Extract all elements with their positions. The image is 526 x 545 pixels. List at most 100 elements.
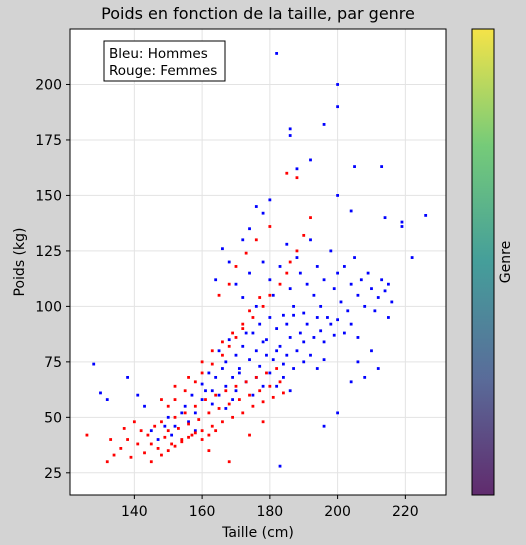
data-point [200, 371, 204, 375]
data-point [122, 427, 126, 430]
data-point [376, 296, 380, 299]
data-point [312, 293, 316, 297]
data-point [180, 440, 184, 444]
data-point [285, 353, 289, 357]
data-point [380, 278, 384, 282]
data-point [261, 260, 265, 264]
annotation-box [103, 40, 226, 82]
data-point [282, 362, 285, 366]
data-point [298, 271, 302, 275]
data-point [227, 260, 231, 264]
data-point [265, 353, 268, 357]
data-point [136, 393, 140, 397]
data-point [349, 380, 353, 384]
data-point [231, 415, 234, 419]
data-point [227, 344, 231, 348]
data-point [336, 105, 340, 109]
data-point [217, 349, 221, 353]
data-point [105, 460, 109, 464]
data-point [285, 171, 289, 175]
data-point [241, 238, 245, 242]
data-point [254, 238, 258, 242]
data-point [193, 404, 197, 408]
data-point [251, 331, 255, 335]
data-point [322, 424, 326, 428]
data-point [210, 424, 214, 428]
data-point [254, 349, 258, 353]
data-point [231, 331, 234, 335]
data-point [176, 427, 180, 430]
data-point [241, 296, 245, 299]
data-point [268, 293, 272, 297]
data-point [187, 422, 190, 426]
data-point [170, 442, 174, 446]
data-point [295, 256, 299, 259]
data-point [254, 304, 258, 308]
data-point [309, 238, 312, 242]
x-tick-label: 180 [256, 504, 283, 520]
data-point [282, 313, 285, 317]
data-point [160, 398, 163, 401]
data-point [292, 313, 295, 317]
data-point [166, 449, 170, 453]
data-point [170, 433, 174, 437]
data-point [173, 384, 177, 388]
data-point [210, 349, 214, 353]
data-point [336, 83, 340, 86]
data-point [248, 393, 251, 397]
data-point [244, 331, 248, 335]
data-point [295, 176, 299, 180]
data-point [380, 165, 384, 168]
data-point [376, 367, 380, 370]
data-point [261, 340, 265, 344]
data-point [383, 216, 387, 220]
data-point [295, 167, 299, 171]
data-point [302, 311, 306, 315]
data-point [332, 287, 336, 291]
data-point [363, 304, 367, 308]
data-point [237, 398, 241, 401]
data-point [149, 442, 153, 446]
series-femmes [85, 171, 312, 464]
data-point [302, 360, 306, 364]
data-point [214, 278, 218, 282]
data-point [166, 415, 170, 419]
data-point [244, 380, 248, 384]
data-point [278, 464, 282, 468]
data-point [241, 327, 245, 330]
data-point [126, 375, 129, 379]
data-point [400, 220, 404, 224]
data-point [268, 316, 272, 319]
y-tick-label: 50 [44, 410, 62, 426]
data-point [359, 278, 363, 282]
plot-background [70, 29, 446, 495]
data-point [268, 384, 272, 388]
y-tick-label: 100 [35, 299, 62, 315]
data-point [292, 304, 295, 308]
data-point [315, 367, 319, 370]
data-point [183, 411, 187, 415]
data-point [254, 375, 258, 379]
data-point [251, 404, 255, 408]
data-point [149, 429, 153, 433]
data-point [156, 447, 160, 450]
y-tick-label: 200 [35, 77, 62, 93]
data-point [282, 375, 285, 379]
data-point [248, 309, 251, 313]
data-point [183, 389, 187, 393]
data-point [292, 367, 295, 370]
plot-frame [69, 28, 447, 496]
data-point [332, 333, 336, 337]
data-point [346, 309, 350, 313]
data-point [370, 287, 373, 291]
data-point [373, 309, 377, 313]
data-point [265, 338, 268, 342]
data-point [309, 158, 312, 162]
data-point [200, 398, 204, 401]
data-point [180, 411, 184, 415]
data-point [234, 353, 238, 357]
data-point [244, 251, 248, 255]
data-point [275, 367, 279, 370]
data-point [163, 435, 167, 439]
